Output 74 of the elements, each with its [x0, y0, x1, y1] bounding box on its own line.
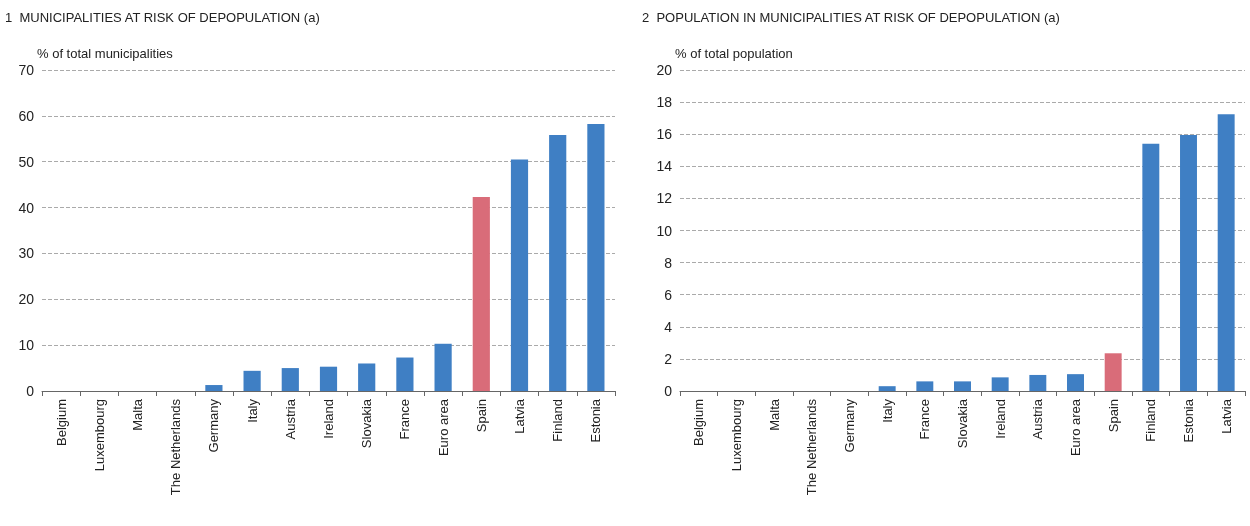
y-tick-label: 14	[656, 158, 673, 175]
x-tick-label: Slovakia	[359, 398, 375, 449]
x-tick-label: Italy	[879, 398, 895, 423]
x-tick-label: France	[397, 399, 413, 440]
x-tick-label: Malta	[766, 398, 782, 431]
y-tick-label: 60	[18, 107, 35, 124]
y-axis-title: % of total population	[675, 46, 793, 61]
y-tick-label: 18	[656, 94, 673, 111]
bar	[991, 377, 1009, 391]
x-tick-label: France	[917, 399, 933, 440]
x-tick-label: Germany	[206, 398, 222, 453]
y-tick-label: 20	[18, 291, 35, 308]
x-tick-label: Austria	[282, 398, 298, 440]
bar	[358, 363, 376, 391]
y-tick-label: 2	[664, 350, 673, 367]
x-tick-label: Italy	[244, 398, 260, 423]
x-tick-label: Finland	[1143, 399, 1159, 442]
bar	[396, 357, 414, 391]
y-tick-label: 50	[18, 153, 35, 170]
bar	[878, 386, 896, 391]
x-tick-label: Estonia	[1181, 398, 1196, 443]
x-tick-label: The Netherlands	[168, 398, 184, 496]
x-tick-label: Austria	[1030, 398, 1046, 440]
bar	[472, 197, 490, 391]
y-tick-label: 0	[664, 383, 673, 399]
bar	[1067, 374, 1084, 391]
bar	[434, 343, 452, 391]
bar	[1180, 135, 1197, 391]
y-tick-label: 70	[18, 62, 35, 78]
y-tick-label: 20	[656, 62, 673, 78]
bar	[916, 381, 934, 391]
x-tick-label: Luxembourg	[91, 399, 107, 472]
x-tick-label: Malta	[130, 398, 145, 431]
bar	[243, 370, 261, 391]
bar	[1029, 374, 1047, 391]
y-tick-label: 40	[18, 199, 35, 216]
bar	[281, 368, 299, 391]
x-tick-label: Belgium	[53, 399, 69, 446]
bar	[587, 124, 605, 391]
x-tick-label: Finland	[550, 399, 566, 442]
x-tick-label: Germany	[842, 398, 857, 453]
bar	[510, 159, 529, 391]
x-tick-label: Ireland	[992, 399, 1008, 439]
y-tick-label: 8	[664, 254, 673, 271]
bar	[205, 385, 223, 391]
x-tick-label: Ireland	[321, 399, 336, 439]
bar	[1104, 353, 1122, 391]
x-tick-label: Estonia	[588, 398, 604, 443]
x-tick-label: Euro area	[435, 398, 451, 457]
y-tick-label: 10	[656, 222, 673, 239]
x-tick-label: Spain	[473, 399, 489, 433]
y-tick-label: 10	[18, 337, 35, 354]
y-axis-title: % of total municipalities	[37, 46, 174, 61]
x-tick-label: The Netherlands	[804, 398, 820, 496]
x-tick-label: Euro area	[1068, 398, 1083, 457]
bar	[319, 366, 338, 391]
chart-title: 2 POPULATION IN MUNICIPALITIES AT RISK OF DEPOPULATION (a)	[642, 10, 1060, 25]
y-tick-label: 12	[656, 190, 673, 207]
chart-title: 1 MUNICIPALITIES AT RISK OF DEPOPULATION (a)	[5, 10, 320, 25]
x-tick-label: Luxembourg	[729, 399, 744, 472]
y-tick-label: 6	[664, 286, 673, 303]
bar	[954, 381, 971, 391]
x-tick-label: Latvia	[512, 398, 527, 434]
x-tick-label: Belgium	[691, 399, 707, 446]
bar	[549, 135, 567, 391]
y-tick-label: 30	[18, 245, 35, 262]
y-tick-label: 16	[656, 126, 673, 143]
y-tick-label: 4	[664, 318, 673, 335]
y-tick-label: 0	[26, 383, 35, 399]
x-tick-label: Spain	[1105, 399, 1121, 433]
bar	[1142, 143, 1160, 391]
x-tick-label: Slovakia	[955, 398, 970, 449]
x-tick-label: Latvia	[1218, 398, 1234, 434]
bar	[1217, 114, 1235, 391]
